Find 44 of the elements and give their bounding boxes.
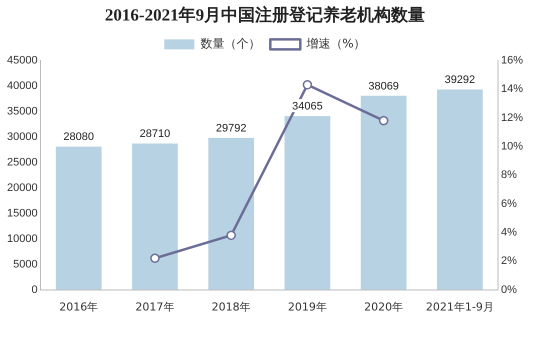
x-tick-label: 2018年 [212, 300, 251, 314]
legend-label: 增速（%） [305, 36, 366, 51]
x-tick-label: 2020年 [364, 300, 404, 314]
data-label: 38069 [368, 80, 399, 92]
x-tick-label: 2016年 [59, 300, 98, 314]
data-label: 28080 [63, 131, 94, 144]
y-tick-label: 25000 [6, 156, 38, 168]
data-label: 29792 [216, 122, 246, 134]
y-tick-label: 10000 [6, 232, 38, 245]
x-tick-label: 2019年 [288, 300, 327, 314]
y2-tick-label: 12% [500, 112, 524, 124]
y-tick-label: 15000 [6, 207, 38, 220]
x-tick-label: 2021年1-9月 [426, 300, 494, 314]
point [226, 230, 236, 240]
bar [208, 138, 254, 290]
y2-tick-label: 2% [500, 255, 518, 268]
y-tick-label: 20000 [6, 182, 38, 194]
data-label: 28710 [140, 128, 170, 140]
point [302, 80, 312, 90]
bar [437, 90, 483, 290]
y-tick-label: 5000 [13, 258, 38, 270]
bar [284, 116, 330, 290]
y-tick-label: 30000 [6, 130, 38, 143]
point [150, 254, 160, 264]
y2-tick-label: 10% [500, 140, 524, 152]
y2-tick-label: 4% [500, 226, 518, 238]
point [378, 116, 388, 126]
y-tick-label: 35000 [6, 105, 38, 118]
y2-tick-label: 8% [500, 169, 518, 182]
bar [56, 146, 102, 290]
y2-tick-label: 0% [500, 284, 518, 296]
y-tick-label: 40000 [6, 80, 38, 92]
y2-tick-label: 6% [500, 198, 518, 210]
y-tick-label: 0 [31, 284, 38, 296]
legend-label: 数量（个） [200, 36, 260, 51]
x-tick-label: 2017年 [135, 300, 174, 314]
data-label: 39292 [444, 74, 476, 86]
y2-tick-label: 16% [500, 54, 524, 66]
data-label: 34065 [292, 100, 323, 113]
y2-tick-label: 14% [500, 83, 524, 96]
y-tick-label: 45000 [6, 54, 38, 66]
bar [132, 143, 178, 290]
chart-title: 2016-2021年9月中国注册登记养老机构数量 [104, 6, 426, 25]
bar [360, 96, 407, 290]
